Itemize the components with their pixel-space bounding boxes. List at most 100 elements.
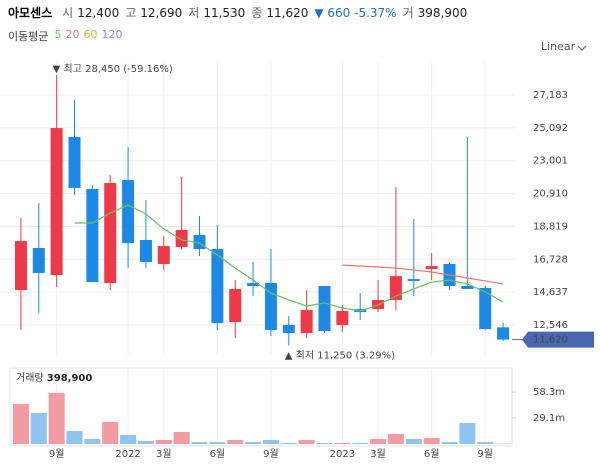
volume-tick-label: 58.3m — [533, 387, 565, 398]
candle-body — [247, 283, 260, 286]
candle-body — [461, 285, 474, 289]
header-value: 12,690 — [140, 6, 183, 20]
volume-bar — [84, 439, 101, 444]
y-tick-label: 18,819 — [533, 221, 568, 232]
dropdown-chevron[interactable] — [577, 45, 587, 51]
volume-bar — [209, 442, 226, 444]
y-tick-label: 12,546 — [533, 320, 568, 331]
legend-entry: 120 — [101, 28, 123, 41]
candle-body — [497, 327, 510, 340]
candle-body — [32, 247, 45, 273]
legend-entry: 60 — [83, 28, 98, 41]
volume-bar — [173, 431, 190, 444]
volume-bar — [102, 421, 119, 444]
header-value: 398,900 — [417, 6, 468, 20]
volume-bar — [316, 443, 333, 444]
candle-body — [86, 189, 99, 283]
volume-bar — [352, 443, 369, 444]
y-tick-label: 27,183 — [533, 90, 568, 101]
candle-body — [336, 310, 349, 325]
header-label: 시 — [62, 6, 74, 20]
header-label: 거 — [402, 6, 414, 20]
candle-body — [479, 288, 492, 330]
candle-body — [282, 324, 295, 333]
volume-panel — [9, 367, 513, 447]
header-label: 저 — [188, 6, 200, 20]
candle-body — [425, 266, 438, 270]
candle-body — [68, 137, 81, 188]
y-tick-label: 25,092 — [533, 123, 568, 134]
candle-body — [50, 128, 63, 275]
volume-label: 거래량 — [16, 372, 44, 384]
volume-bar — [280, 443, 297, 444]
volume-bar — [48, 393, 65, 444]
ma-legend: 이동평균 5 20 60 120 — [8, 28, 122, 44]
candle-body — [104, 183, 117, 284]
volume-value: 398,900 — [47, 373, 93, 384]
candle-body — [139, 239, 152, 262]
volume-bar — [137, 440, 154, 444]
volume-bar — [405, 439, 422, 444]
x-tick-label: 6월 — [210, 448, 226, 460]
last-price-tag — [522, 331, 594, 348]
header-value: 11,620 — [266, 6, 309, 20]
volume-bar — [12, 404, 29, 444]
scale-label[interactable]: Linear — [541, 40, 576, 53]
y-tick-label: 14,637 — [533, 287, 568, 298]
candle-body — [122, 180, 135, 244]
x-tick-label: 9월 — [49, 448, 65, 460]
y-tick-label: 20,910 — [533, 189, 568, 200]
x-tick-label: 2022 — [115, 449, 140, 460]
x-tick-label: 6월 — [424, 448, 440, 460]
volume-bar — [155, 439, 172, 444]
header-value: 11,530 — [203, 6, 246, 20]
x-tick-label: 9월 — [477, 448, 493, 460]
candle-body — [175, 230, 188, 248]
header-label: 종 — [251, 6, 263, 20]
y-tick-label: 16,728 — [533, 254, 568, 265]
y-tick-label: 23,001 — [533, 156, 568, 167]
volume-title: 거래량 398,900 — [16, 372, 92, 384]
volume-bar — [423, 438, 440, 444]
ma-line — [342, 264, 504, 285]
volume-bar — [245, 442, 262, 444]
volume-bar — [191, 442, 208, 444]
candle-body — [300, 310, 313, 333]
volume-bar — [298, 439, 315, 444]
candle-body — [14, 241, 27, 291]
x-tick-label: 3월 — [156, 448, 172, 460]
ma-line — [74, 204, 504, 312]
volume-bar — [66, 430, 83, 444]
volume-bar — [227, 439, 244, 444]
volume-bar — [120, 434, 137, 444]
x-tick-label: 3월 — [370, 448, 386, 460]
last-price-label: 11,620 — [533, 335, 568, 346]
volume-tick-label: 29.1m — [533, 413, 565, 424]
volume-bar — [370, 439, 387, 444]
volume-bar — [334, 443, 351, 444]
x-tick-label: 9월 — [263, 448, 279, 460]
volume-bar — [30, 412, 47, 444]
legend-title: 이동평균 — [8, 30, 49, 43]
candle-body — [407, 279, 420, 281]
volume-bar — [387, 434, 404, 444]
low-annotation: ▲ 최저 11,250 (3.29%) — [285, 349, 395, 361]
stock-name: 아모센스 — [8, 6, 53, 20]
candle-body — [157, 246, 170, 264]
header-value: 12,400 — [77, 6, 120, 20]
volume-bar — [495, 443, 512, 445]
x-tick-label: 2023 — [330, 449, 355, 460]
candle-body — [389, 276, 402, 300]
header: 아모센스 시 12,400 고 12,690 저 11,530 종 11,620 ▼ 660 -… — [8, 4, 469, 21]
scale-selector[interactable]: Linear — [541, 40, 575, 53]
grid — [0, 62, 515, 445]
price-change: ▼ 660 -5.37% — [314, 6, 397, 20]
candle-body — [211, 249, 224, 324]
candle-body — [229, 288, 242, 322]
header-label: 고 — [125, 6, 137, 20]
volume-bar — [459, 423, 476, 444]
legend-entry: 5 — [54, 28, 62, 41]
candle-body — [318, 285, 331, 332]
